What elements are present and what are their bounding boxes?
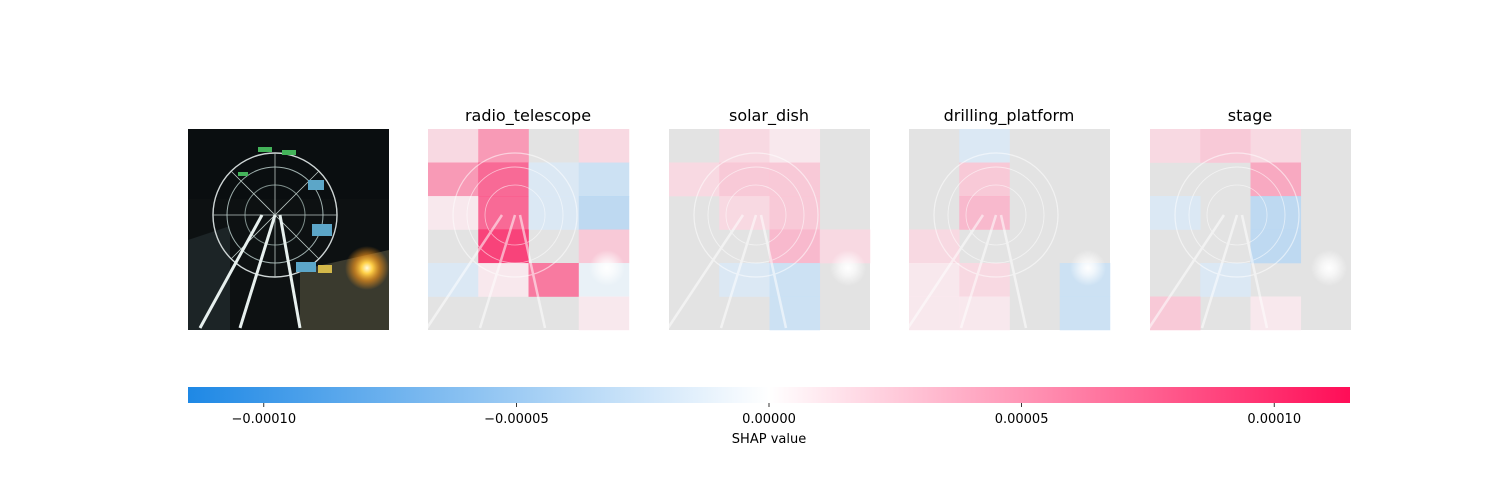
shap-cell [478,129,529,163]
shap-cell [529,129,580,163]
colorbar-ticks: −0.00010 −0.00005 0.00000 0.00005 0.00010 [231,403,1301,427]
shap-cell [1301,196,1352,230]
shap-cell [769,196,821,230]
panel-title-radio-telescope: radio_telescope [465,106,591,126]
shap-cell [1200,297,1251,331]
shap-cell [1200,263,1251,297]
shap-cell [719,297,770,331]
shap-cell [959,263,1010,297]
shap-cell [1060,196,1111,230]
shap-cell [909,263,960,297]
shap-cell [1200,129,1251,163]
lamp-glow [1311,250,1347,286]
colorbar-gradient [188,387,1350,403]
shap-cell [428,129,479,163]
shap-cell [528,196,580,230]
colorbar-tick-label: 0.00005 [995,412,1049,427]
shap-cell [669,129,720,163]
lamp-glow [1070,250,1106,286]
shap-cell [719,230,770,264]
image-overlay [666,152,819,329]
shap-cell [669,263,720,297]
lamp-glow [589,250,625,286]
lamp-glow [830,250,866,286]
shap-cell [1250,162,1302,197]
image-overlay [906,152,1059,329]
shap-cell [909,129,960,163]
shap-cell [1060,129,1111,163]
shap-cell [820,297,871,331]
shap-cell [1060,163,1111,197]
panel-title-stage: stage [1228,106,1272,125]
colorbar-tick-label: −0.00010 [231,412,296,427]
image-overlay [425,152,578,329]
shap-cell [1150,129,1201,163]
shap-cell [1250,129,1302,163]
shap-cell [820,163,871,197]
colorbar: −0.00010 −0.00005 0.00000 0.00005 0.00010 SH… [188,387,1350,447]
shap-panels [425,129,1352,331]
shap-cell [478,263,529,297]
shap-cell [529,297,580,331]
shap-cell [428,263,479,297]
shap-cell [719,129,770,163]
shap-cell [1200,230,1251,264]
shap-cell [820,196,871,230]
image-overlay [1147,152,1300,329]
shap-cell [1150,163,1201,197]
shap-cell [578,162,630,197]
shap-cell [1010,163,1061,197]
shap-cell [959,296,1010,331]
shap-cell [428,162,479,197]
input-image [188,129,389,330]
shap-cell [578,196,630,230]
shap-cell [669,162,720,197]
panel-title-solar-dish: solar_dish [729,106,809,126]
shap-cell [1301,297,1352,331]
shap-panel-drilling-platform [906,129,1111,331]
shap-cell [1250,296,1302,331]
shap-cell [1059,296,1111,331]
shap-panel-solar-dish [666,129,871,331]
colorbar-tick-label: 0.00010 [1247,412,1301,427]
colorbar-tick-label: 0.00000 [742,412,796,427]
shap-cell [959,129,1010,163]
shap-cell [1301,163,1352,197]
colorbar-label: SHAP value [732,432,806,447]
shap-cell [1250,196,1302,230]
shap-cell [1010,196,1061,230]
shap-cell [478,297,529,331]
shap-cell [478,229,529,264]
shap-cell [959,230,1010,264]
shap-cell [769,162,821,197]
panel-title-drilling-platform: drilling_platform [944,106,1075,126]
shap-cell [1301,129,1352,163]
shap-panel-radio-telescope [425,129,630,331]
shap-panel-stage [1147,129,1352,331]
shap-cell [820,129,871,163]
shap-cell [528,162,580,197]
shap-cell [1010,297,1061,331]
colorbar-tick-label: −0.00005 [484,412,549,427]
shap-cell [578,129,630,163]
shap-cell [719,263,770,297]
shap-cell [769,296,821,331]
shap-cell [769,129,821,163]
shap-cell [909,163,960,197]
shap-cell [578,296,630,331]
shap-cell [1010,129,1061,163]
shap-cell [1150,263,1201,297]
